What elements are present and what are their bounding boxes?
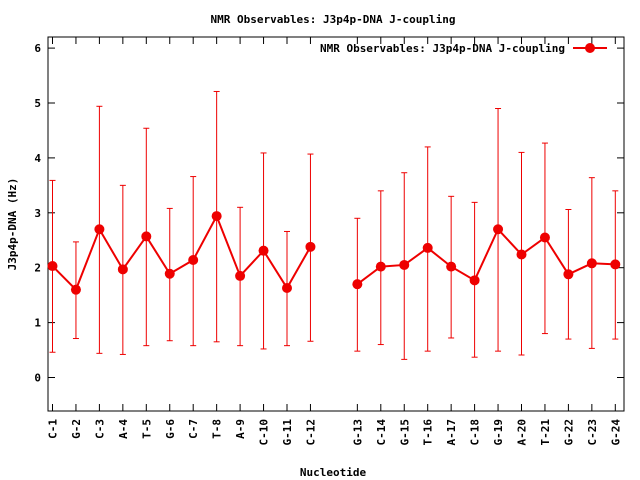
error-bars xyxy=(49,90,619,360)
x-axis: C-1 G-2 C-3 A-4 T-5 G-6 C-7 T-8 A-9 C-10 G-11 C-12 G… xyxy=(47,37,622,446)
x-tick-label: G-22 xyxy=(562,419,575,446)
data-point xyxy=(422,242,433,253)
x-tick-label: G-13 xyxy=(351,419,364,446)
y-tick-label: 1 xyxy=(34,317,41,330)
y-tick-label: 6 xyxy=(34,42,41,55)
x-axis-label: Nucleotide xyxy=(300,466,367,479)
data-point xyxy=(164,268,175,279)
data-point xyxy=(305,241,316,252)
y-tick-label: 2 xyxy=(34,262,41,275)
data-point xyxy=(563,269,574,280)
data-point xyxy=(70,284,81,295)
data-point xyxy=(375,261,386,272)
data-point xyxy=(610,259,621,270)
y-tick-label: 3 xyxy=(34,207,41,220)
data-point xyxy=(282,283,292,294)
data-point xyxy=(446,261,457,272)
data-point xyxy=(469,275,480,286)
legend-marker xyxy=(585,43,595,53)
x-tick-label: G-6 xyxy=(164,419,177,439)
y-tick-label: 5 xyxy=(34,97,41,110)
x-tick-label: G-15 xyxy=(398,419,411,446)
x-tick-label: C-12 xyxy=(304,419,317,446)
series-line xyxy=(51,213,312,292)
y-tick-label: 0 xyxy=(34,372,41,385)
data-point xyxy=(399,259,410,270)
data-point xyxy=(258,245,269,256)
x-tick-label: A-9 xyxy=(234,419,247,439)
x-tick-label: C-23 xyxy=(586,419,599,446)
y-axis-label: J3p4p-DNA (Hz) xyxy=(6,178,19,271)
plot-frame xyxy=(47,36,625,412)
x-tick-label: T-21 xyxy=(539,419,552,446)
data-point xyxy=(352,279,363,290)
data-point xyxy=(211,211,222,222)
y-tick-label: 4 xyxy=(34,152,41,165)
x-tick-label: C-14 xyxy=(375,419,388,446)
data-point xyxy=(94,224,105,235)
x-tick-label: A-17 xyxy=(445,419,458,446)
x-tick-label: C-10 xyxy=(258,419,271,446)
x-tick-label: G-19 xyxy=(492,419,505,446)
data-point xyxy=(188,255,199,266)
x-tick-label: G-11 xyxy=(281,419,294,446)
legend: NMR Observables: J3p4p-DNA J-coupling xyxy=(320,42,607,55)
data-point xyxy=(235,270,246,281)
x-tick-label: G-24 xyxy=(609,419,622,446)
data-point xyxy=(586,258,597,269)
x-tick-label: T-16 xyxy=(422,419,435,446)
data-point xyxy=(493,224,504,235)
data-point xyxy=(47,261,58,272)
series-lines xyxy=(51,213,616,292)
x-tick-label: C-3 xyxy=(93,419,106,439)
x-tick-label: T-8 xyxy=(211,419,224,439)
data-point xyxy=(141,231,152,242)
x-tick-label: C-18 xyxy=(469,419,482,446)
chart-title: NMR Observables: J3p4p-DNA J-coupling xyxy=(210,13,455,26)
data-point xyxy=(539,232,550,243)
series-line xyxy=(356,227,616,285)
x-tick-label: A-4 xyxy=(117,419,130,439)
x-tick-label: C-7 xyxy=(187,419,200,439)
legend-label: NMR Observables: J3p4p-DNA J-coupling xyxy=(320,42,565,55)
x-tick-label: T-5 xyxy=(140,419,153,439)
x-tick-label: C-1 xyxy=(47,419,60,439)
x-tick-label: A-20 xyxy=(516,419,529,446)
data-point xyxy=(516,249,527,260)
data-point xyxy=(117,264,128,275)
series-points xyxy=(47,211,621,295)
x-tick-label: G-2 xyxy=(70,419,83,439)
